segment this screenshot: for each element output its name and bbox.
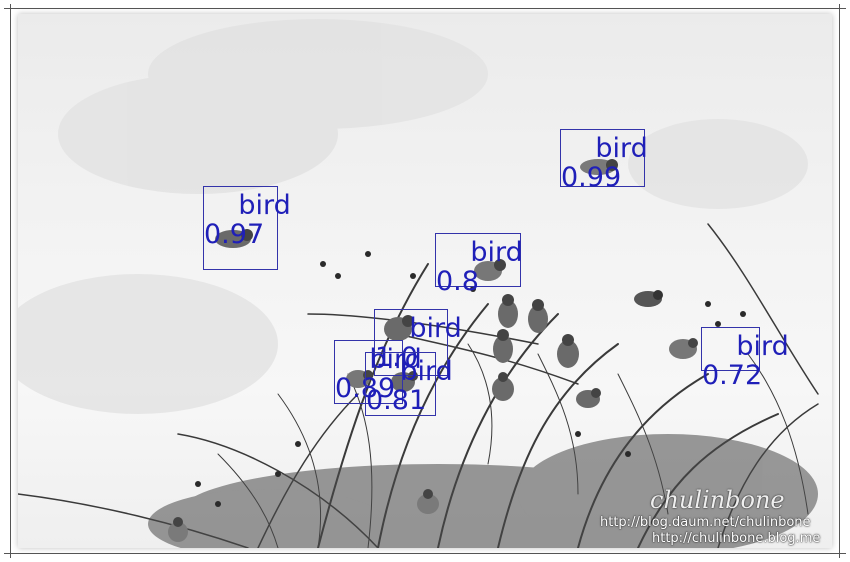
watermark-url-2: http://chulinbone.blog.me [652,531,821,546]
detection-class-2: bird [595,133,648,164]
detection-label-1: bird 0.97 [204,162,291,278]
frame-line-left [10,4,11,558]
photo-scene [18,19,819,548]
detection-label-2: bird 0.99 [561,105,648,221]
detection-score-3: 0.8 [436,266,479,297]
detection-box-3 [435,233,521,287]
detection-score-6: 0.81 [366,385,427,416]
detection-label-3: bird 0.8 [436,209,523,325]
detection-label-7: bird 0.72 [702,303,789,419]
detection-box-2 [560,129,645,187]
frame-line-right [839,4,840,558]
clouds [18,19,808,414]
birds [168,159,698,542]
detection-box-4 [374,309,448,376]
frame-line-top [4,8,846,9]
detection-class-6: bird [400,356,453,387]
detection-box-1 [203,186,278,270]
detection-box-6 [365,352,436,416]
detection-score-1: 0.97 [204,219,265,250]
detection-box-7 [701,327,760,371]
detection-box-5 [334,340,403,404]
frame-line-bottom [4,553,846,554]
watermark-url-1: http://blog.daum.net/chulinbone [600,515,811,530]
detection-label-4: bird 1.0 [375,285,462,401]
watermark-signature: chulinbone [650,486,785,514]
detection-score-2: 0.99 [561,162,622,193]
detection-class-3: bird [470,237,523,268]
bird-photo [18,14,832,548]
detection-class-7: bird [736,331,789,362]
detection-class-1: bird [238,190,291,221]
berries [195,251,746,507]
detection-label-6: bird 0.81 [366,328,453,444]
detection-score-7: 0.72 [702,360,763,391]
detection-class-5: bird [369,344,422,375]
detection-class-4: bird [409,313,462,344]
detection-score-4: 1.0 [375,342,418,373]
